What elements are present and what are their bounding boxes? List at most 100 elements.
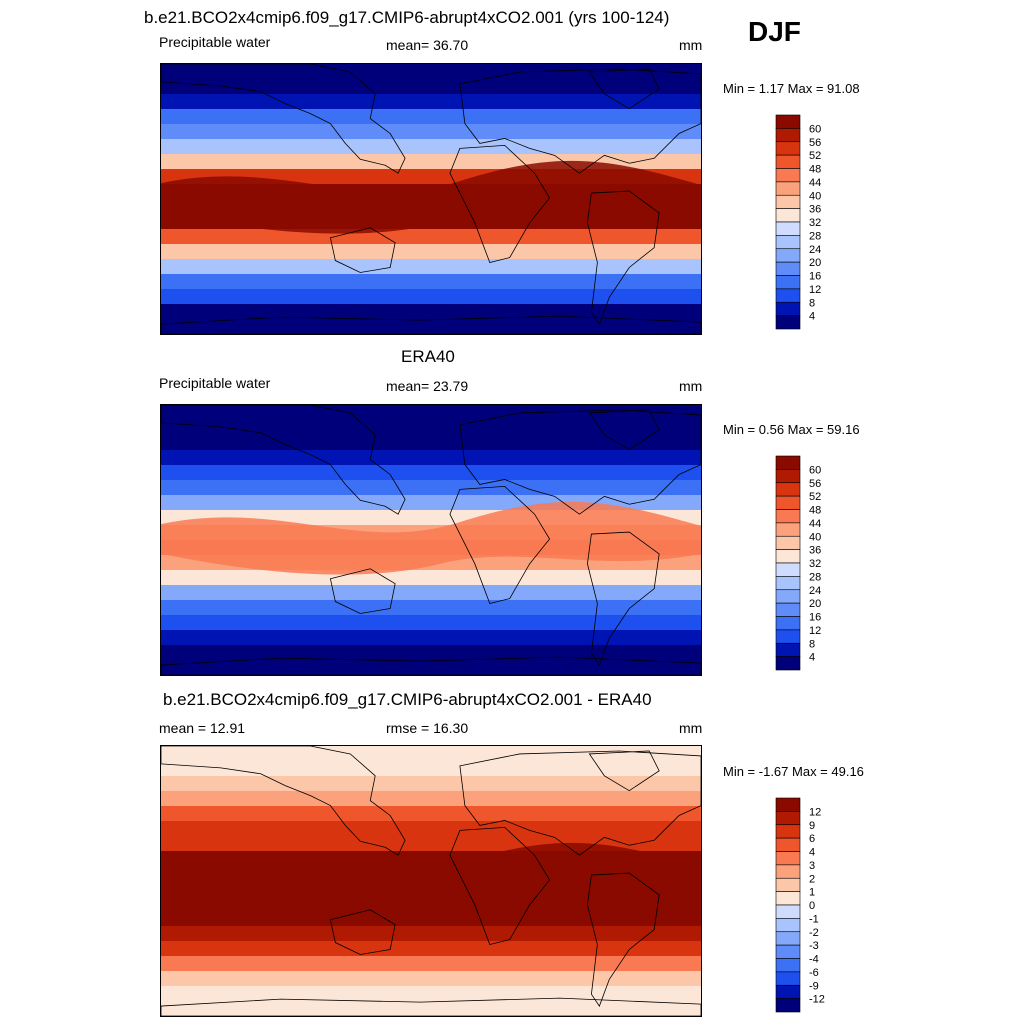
- colorbar-tick-label: 24: [809, 585, 821, 597]
- zonal-band: [161, 64, 701, 80]
- colorbar-box: [775, 141, 801, 156]
- panel-2-minmax-label: Min = 0.56 Max = 59.16: [723, 422, 860, 437]
- zonal-band: [161, 289, 701, 305]
- coastline: [161, 746, 406, 856]
- colorbar-tick-label: 4: [809, 652, 815, 664]
- zonal-band: [161, 449, 701, 466]
- colorbar-box: [775, 549, 801, 564]
- colorbar-box: [775, 168, 801, 183]
- colorbar-box: [775, 837, 801, 852]
- colorbar-tick-label: 56: [809, 478, 821, 490]
- colorbar-box: [775, 495, 801, 510]
- colorbar-box: [775, 562, 801, 577]
- zonal-band: [161, 258, 701, 275]
- zonal-band: [161, 480, 701, 496]
- colorbar-box: [775, 288, 801, 303]
- colorbar-tick-label: 32: [809, 558, 821, 570]
- colorbar-tick-label: 44: [809, 177, 821, 189]
- zonal-band: [161, 569, 701, 586]
- colorbar-box: [775, 891, 801, 906]
- colorbar-tick-label: -1: [809, 913, 819, 925]
- coastline: [161, 315, 701, 334]
- coastline: [449, 485, 551, 605]
- coastline: [449, 826, 551, 946]
- colorbar-tick-label: 56: [809, 137, 821, 149]
- zonal-band: [161, 940, 701, 957]
- coastline: [161, 64, 406, 174]
- zonal-band: [161, 599, 701, 616]
- panel-2-map-svg: [161, 405, 701, 675]
- panel-1-map-svg: [161, 64, 701, 334]
- panel-3-colorbar: 12 9 6 4 3 2 1 0 -1 -2 -3 -4 -6 -9 -12: [775, 797, 825, 1013]
- coastline: [459, 409, 701, 515]
- panel-1-map: [160, 63, 702, 335]
- panel-2-mean-label: mean= 23.79: [386, 378, 469, 394]
- panel-2-title: ERA40: [401, 347, 455, 366]
- colorbar-box: [775, 877, 801, 892]
- coastline: [449, 144, 551, 264]
- colorbar-tick-label: -6: [809, 967, 819, 979]
- zonal-band: [161, 790, 701, 807]
- zonal-band: [161, 584, 701, 601]
- colorbar-tick-label: -4: [809, 954, 819, 966]
- colorbar-tick-label: 9: [809, 820, 815, 832]
- colorbar-tick-label: 12: [809, 625, 821, 637]
- coastline: [587, 190, 660, 325]
- panel-3-map: [160, 745, 702, 1017]
- colorbar-box: [775, 509, 801, 524]
- colorbar-tick-label: 32: [809, 217, 821, 229]
- zonal-band: [161, 775, 701, 792]
- panel-3-colorbar-svg: 12 96 432 10-1 -2-3 -4-6-9 -12: [775, 797, 825, 1013]
- colorbar-tick-label: 28: [809, 230, 821, 242]
- colorbar-tick-label: 16: [809, 271, 821, 283]
- colorbar-box: [775, 128, 801, 143]
- colorbar-box: [775, 904, 801, 919]
- panel-2-units-label: mm: [679, 378, 703, 394]
- colorbar-tick-label: 16: [809, 612, 821, 624]
- colorbar-tick-label: 52: [809, 150, 821, 162]
- colorbar-tick-label: 12: [809, 806, 821, 818]
- colorbar-tick-label: 1: [809, 887, 815, 899]
- coastline: [161, 997, 701, 1016]
- colorbar-tick-label: -9: [809, 980, 819, 992]
- colorbar-box: [775, 984, 801, 999]
- colorbar-tick-label: 12: [809, 284, 821, 296]
- colorbar-box: [775, 811, 801, 826]
- colorbar-box: [775, 535, 801, 550]
- colorbar-box: [775, 154, 801, 169]
- zonal-band: [161, 971, 701, 987]
- colorbar-tick-label: 0: [809, 900, 815, 912]
- colorbar-box: [775, 931, 801, 946]
- panel-3-rmse-label: rmse = 16.30: [386, 720, 469, 736]
- colorbar-box: [775, 958, 801, 973]
- colorbar-box: [775, 181, 801, 196]
- colorbar-box: [775, 208, 801, 223]
- colorbar-box: [775, 576, 801, 591]
- zonal-band: [161, 304, 701, 320]
- colorbar-box: [775, 455, 801, 470]
- colorbar-tick-label: 40: [809, 190, 821, 202]
- zonal-band: [161, 419, 701, 436]
- zonal-band: [161, 139, 701, 155]
- colorbar-tick-label: -12: [809, 994, 825, 1006]
- colorbar-tick-label: 20: [809, 257, 821, 269]
- zonal-band: [161, 805, 701, 822]
- zonal-band: [161, 108, 701, 125]
- zonal-band: [161, 319, 701, 334]
- colorbar-tick-label: 8: [809, 297, 815, 309]
- panel-2-map: [160, 404, 702, 676]
- colorbar-box: [775, 602, 801, 617]
- zonal-band: [161, 274, 701, 290]
- zonal-band: [161, 405, 701, 421]
- zonal-band: [161, 956, 701, 972]
- colorbar-box: [775, 482, 801, 497]
- colorbar-box: [775, 797, 801, 812]
- zonal-band: [161, 645, 701, 661]
- tropical-maximum-band: [161, 501, 701, 575]
- coastline: [329, 909, 396, 955]
- coastline: [161, 656, 701, 675]
- panel-2-variable-label: Precipitable water: [159, 375, 271, 391]
- season-label: DJF: [748, 16, 801, 47]
- colorbar-tick-label: 40: [809, 531, 821, 543]
